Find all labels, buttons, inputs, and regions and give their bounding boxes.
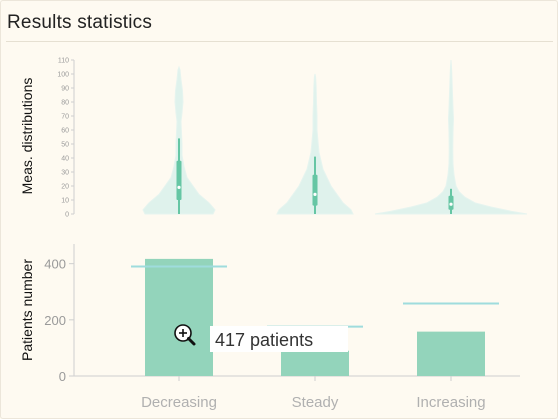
violin-y-tick-label: 70 (61, 114, 69, 121)
violin-y-tick-label: 20 (61, 184, 69, 191)
panel-title: Results statistics (7, 12, 153, 33)
violin-shape (374, 59, 528, 215)
tooltip-background (210, 326, 348, 352)
violin-median (177, 185, 181, 189)
title-divider (6, 41, 553, 42)
violin-y-tick-label: 60 (61, 128, 69, 135)
violin-shape (276, 73, 354, 215)
category-label: Steady (292, 394, 339, 411)
zoom-in-icon[interactable] (174, 324, 196, 346)
bar-steady (281, 350, 349, 376)
violin-box (312, 174, 318, 206)
violin-y-tick-label: 50 (61, 142, 69, 149)
violin-y-tick-label: 0 (65, 212, 69, 219)
category-label: Increasing (416, 394, 485, 411)
violin-y-tick-label: 40 (61, 156, 69, 163)
tooltip: 417 patients (174, 324, 348, 352)
bar-decreasing (145, 258, 213, 376)
bar-y-axis-label: Patients number (19, 259, 35, 361)
violin-y-tick-label: 90 (61, 86, 69, 93)
violin-y-axis-label: Meas. distributions (19, 78, 35, 195)
violin-y-tick-label: 10 (61, 198, 69, 205)
category-label: Decreasing (141, 394, 217, 411)
tooltip-text: 417 patients (215, 330, 313, 350)
bar-y-tick-label: 200 (44, 313, 66, 328)
violin-y-tick-label: 80 (61, 100, 69, 107)
violin-median (313, 192, 317, 196)
violin-box (176, 160, 182, 200)
violin-y-tick-label: 30 (61, 170, 69, 177)
violin-y-tick-label: 100 (57, 72, 69, 79)
bar-y-tick-label: 0 (59, 369, 66, 384)
bar-y-tick-label: 400 (44, 257, 66, 272)
violin-plot: 0 10 20 30 40 50 60 70 80 90 100 110 (57, 58, 528, 219)
violin-y-tick-label: 110 (58, 58, 69, 65)
violin-median (449, 202, 453, 206)
bar-increasing (417, 331, 485, 376)
